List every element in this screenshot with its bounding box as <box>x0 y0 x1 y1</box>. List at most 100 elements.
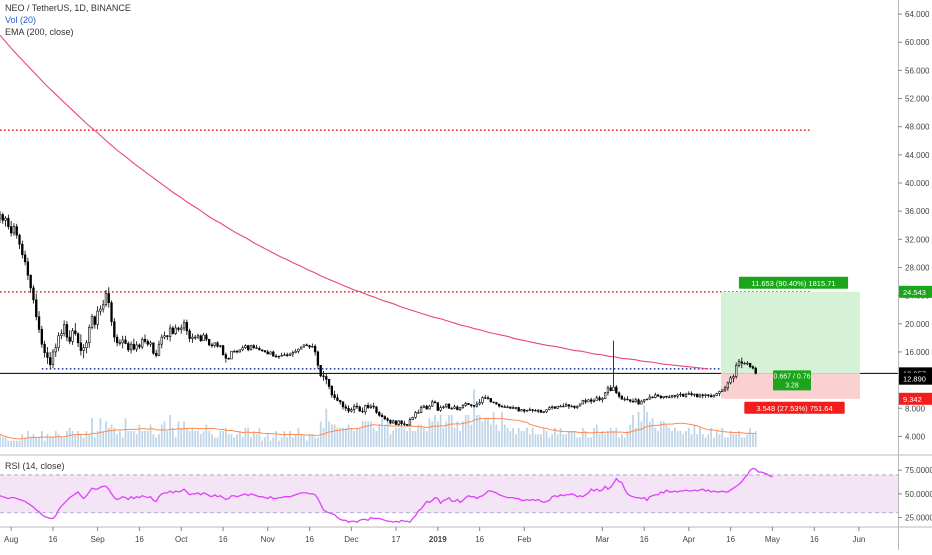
candle-down <box>330 385 334 398</box>
candle-body <box>707 394 710 396</box>
candle-body <box>358 406 361 412</box>
volume-bar <box>403 427 406 447</box>
price-tick-label: 64.000 <box>905 10 930 19</box>
candle-body <box>74 330 77 334</box>
candle-up <box>291 350 294 357</box>
price-badge[interactable]: 12.890 <box>899 372 932 385</box>
candle-body <box>723 387 727 391</box>
price-badge[interactable]: 9.342 <box>899 392 932 405</box>
candle-body <box>49 357 52 365</box>
candle-down <box>333 390 336 400</box>
candle-down <box>355 402 359 409</box>
candle-body <box>497 403 501 407</box>
candle-down <box>389 419 392 425</box>
volume-bar <box>671 431 673 447</box>
candle-down <box>210 342 214 348</box>
candle-up <box>57 332 60 352</box>
candle-body <box>751 366 755 369</box>
candle-body <box>35 299 38 318</box>
price-badge-text: 9.342 <box>903 395 922 404</box>
candle-down <box>567 404 571 409</box>
candle-down <box>347 405 350 414</box>
candle-body <box>634 399 637 403</box>
candle-body <box>450 407 453 410</box>
candle-down <box>46 347 49 364</box>
price-tick-label: 40.000 <box>905 179 930 188</box>
volume-bar <box>587 437 590 447</box>
volume-bar <box>105 421 107 447</box>
volume-bar <box>487 418 489 447</box>
volume-bar <box>339 427 342 447</box>
entry-label-box[interactable] <box>773 370 811 391</box>
candle-up <box>478 399 481 406</box>
candle-body <box>121 339 124 344</box>
volume-bar <box>417 424 420 447</box>
volume-bar <box>130 431 132 447</box>
target-label[interactable]: 11.653 (90.40%) 1815.71 <box>738 276 849 289</box>
volume-bar <box>448 415 450 447</box>
candle-body <box>417 412 420 414</box>
volume-bar <box>38 437 40 447</box>
candle-down <box>361 407 364 414</box>
candle-up <box>746 361 749 366</box>
candle-down <box>590 397 593 405</box>
candle-down <box>500 404 504 408</box>
candle-body <box>456 406 459 410</box>
volume-bar <box>629 424 632 447</box>
candle-body <box>155 353 158 356</box>
candle-body <box>71 330 74 342</box>
volume-bar <box>439 415 442 447</box>
candle-up <box>453 404 456 409</box>
candle-body <box>564 404 568 407</box>
entry-label[interactable]: 0.667 / 0.76 3.28 <box>773 370 811 391</box>
target-label-box[interactable] <box>738 276 849 289</box>
volume-bar <box>236 434 238 447</box>
volume-bar <box>459 431 461 447</box>
candle-up <box>623 396 626 402</box>
candle-down <box>185 319 189 336</box>
candle-body <box>62 324 66 334</box>
candle-down <box>127 341 130 352</box>
price-badge-box[interactable] <box>899 372 932 385</box>
rsi-tick-label: 25.0000 <box>905 513 932 522</box>
volume-bar <box>188 431 191 447</box>
candle-up <box>431 399 434 407</box>
volume-bar <box>434 415 436 447</box>
candle-up <box>439 405 442 412</box>
candle-down <box>470 404 473 408</box>
volume-indicator-label[interactable]: Vol (20) <box>5 15 37 25</box>
candle-body <box>615 386 618 394</box>
candle-body <box>366 405 370 408</box>
stop-label-box[interactable] <box>744 401 845 414</box>
candle-body <box>637 399 640 405</box>
price-badge-box[interactable] <box>899 285 932 298</box>
price-badge[interactable]: 24.543 <box>899 285 932 298</box>
volume-bar <box>414 431 417 447</box>
candle-up <box>422 404 426 409</box>
candle-up <box>352 404 356 414</box>
stop-label[interactable]: 3.548 (27.53%) 751.64 <box>744 401 845 414</box>
price-badge-box[interactable] <box>899 392 932 405</box>
price-tick-label: 16.000 <box>905 348 930 357</box>
profit-zone[interactable] <box>721 291 860 374</box>
volume-bar <box>537 434 540 447</box>
volume-bar <box>545 431 548 447</box>
volume-bar <box>347 424 350 447</box>
entry-label-text: 0.667 / 0.76 <box>774 373 811 380</box>
candle-up <box>726 381 729 391</box>
ema-indicator-label[interactable]: EMA (200, close) <box>5 27 74 37</box>
volume-bar <box>526 427 528 447</box>
candle-body <box>495 402 498 405</box>
candle-down <box>316 350 320 369</box>
candle-up <box>191 333 194 343</box>
candle-body <box>578 403 582 407</box>
candle-body <box>470 404 473 406</box>
rsi-indicator-label[interactable]: RSI (14, close) <box>5 461 65 471</box>
candle-body <box>283 354 286 356</box>
volume-bar <box>565 434 567 447</box>
candle-body <box>389 419 392 424</box>
volume-bar <box>478 415 481 447</box>
volume-bar <box>43 440 46 447</box>
